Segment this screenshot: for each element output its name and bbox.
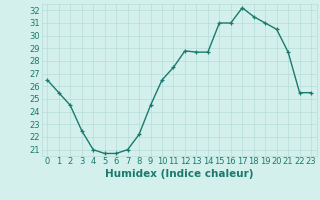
X-axis label: Humidex (Indice chaleur): Humidex (Indice chaleur): [105, 169, 253, 179]
